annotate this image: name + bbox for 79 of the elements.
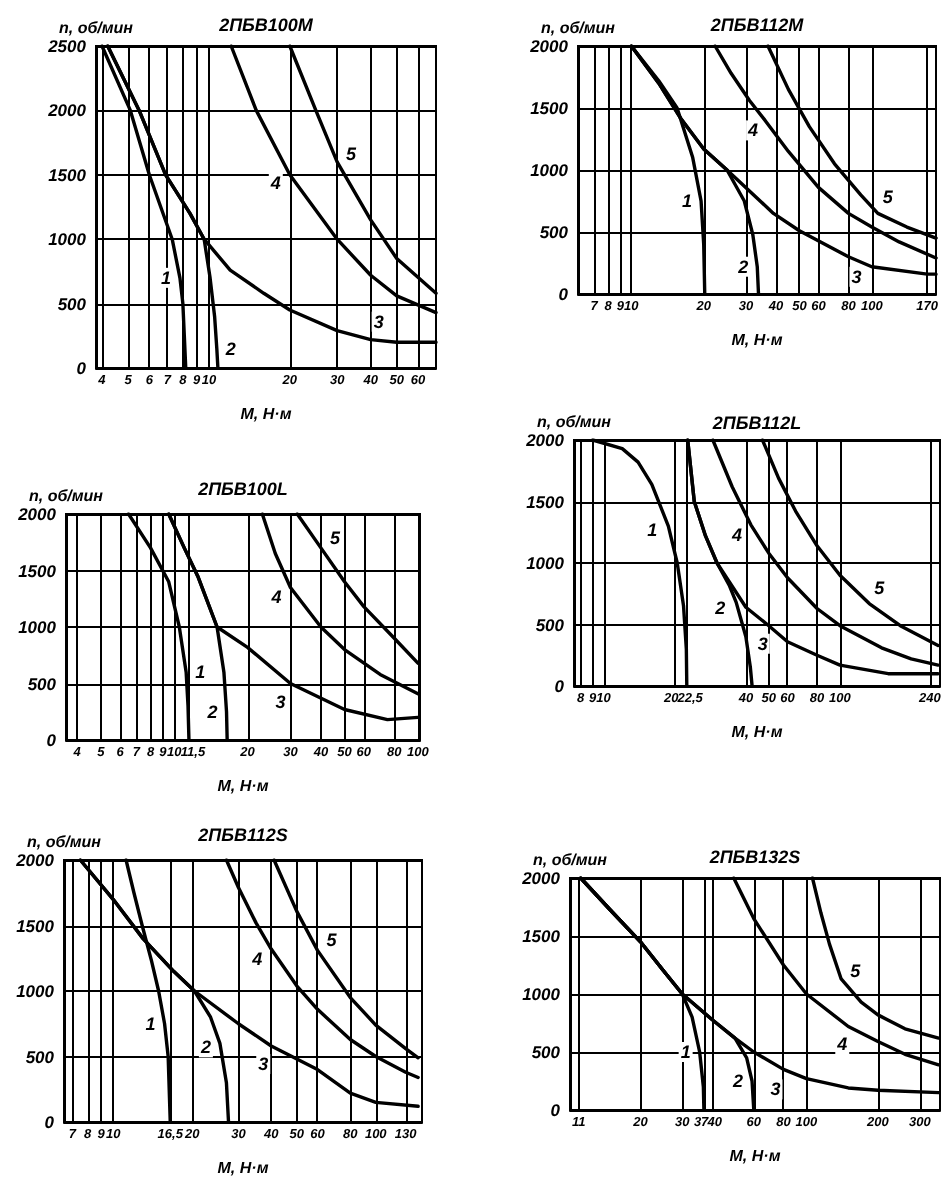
y-axis-title: n, об/мин bbox=[28, 487, 104, 505]
y-tick-label: 1000 bbox=[530, 160, 569, 180]
series-label: 1 bbox=[682, 191, 693, 211]
y-tick-label: 1500 bbox=[522, 926, 561, 946]
y-tick-label: 1500 bbox=[526, 491, 565, 512]
y-tick-label: 2000 bbox=[14, 850, 55, 870]
x-axis-title: M, Н·м bbox=[729, 1147, 781, 1165]
y-axis-title: n, об/мин bbox=[532, 851, 608, 869]
y-tick-label: 2000 bbox=[46, 100, 87, 121]
chart-title: 2ПБВ112S bbox=[196, 825, 288, 845]
chart-title: 2ПБВ100L bbox=[196, 479, 288, 499]
series-label: 4 bbox=[835, 1034, 848, 1055]
y-tick-label: 0 bbox=[76, 358, 87, 378]
series-label: 3 bbox=[275, 691, 286, 712]
y-axis-title: n, об/мин bbox=[58, 19, 134, 37]
series-label: 5 bbox=[346, 143, 359, 164]
chart-title: 2ПБВ132S bbox=[707, 847, 801, 867]
series-label: 5 bbox=[329, 527, 342, 548]
series-label: 4 bbox=[269, 587, 282, 608]
series-label: 3 bbox=[258, 1054, 269, 1075]
x-axis-title: M, Н·м bbox=[240, 405, 292, 423]
y-tick-label: 0 bbox=[550, 1100, 561, 1120]
y-tick-label: 1500 bbox=[530, 98, 569, 118]
series-label: 4 bbox=[268, 172, 281, 193]
y-tick-label: 500 bbox=[535, 614, 565, 635]
chart-title: 2ПБВ112М bbox=[708, 15, 805, 35]
series-label: 1 bbox=[195, 662, 206, 683]
y-tick-label: 1000 bbox=[522, 984, 561, 1004]
y-tick-label: 0 bbox=[44, 1112, 55, 1132]
series-label: 1 bbox=[647, 520, 658, 541]
y-tick-label: 1500 bbox=[18, 560, 57, 581]
series-label: 1 bbox=[160, 267, 171, 288]
y-tick-label: 0 bbox=[46, 730, 57, 750]
chart-title: 2ПБВ112L bbox=[710, 413, 802, 433]
x-axis-title: M, Н·м bbox=[217, 777, 269, 795]
y-tick-label: 0 bbox=[558, 284, 569, 304]
y-tick-label: 500 bbox=[27, 673, 57, 694]
series-label: 4 bbox=[250, 949, 263, 970]
y-axis-title: n, об/мин bbox=[536, 413, 612, 431]
y-tick-label: 2000 bbox=[524, 430, 565, 450]
y-tick-label: 2000 bbox=[528, 36, 569, 56]
y-tick-label: 2500 bbox=[46, 36, 87, 56]
y-tick-label: 1000 bbox=[16, 981, 55, 1001]
y-tick-label: 1000 bbox=[526, 553, 565, 573]
y-tick-label: 500 bbox=[531, 1042, 561, 1062]
y-tick-label: 2000 bbox=[16, 504, 57, 524]
y-tick-label: 1000 bbox=[18, 617, 57, 637]
series-label: 2 bbox=[205, 701, 218, 722]
series-label: 3 bbox=[373, 311, 384, 332]
series-label: 1 bbox=[145, 1013, 156, 1034]
y-axis-title: n, об/мин bbox=[26, 833, 102, 851]
x-axis-title: M, Н·м bbox=[731, 723, 783, 741]
series-label: 2 bbox=[223, 338, 236, 359]
x-axis-title: M, Н·м bbox=[731, 331, 783, 349]
y-tick-label: 2000 bbox=[520, 868, 561, 888]
series-label: 2 bbox=[736, 256, 749, 277]
y-tick-label: 500 bbox=[25, 1046, 55, 1067]
series-label: 3 bbox=[851, 266, 862, 287]
series-label: 4 bbox=[746, 120, 759, 141]
y-tick-label: 1500 bbox=[16, 915, 55, 936]
series-label: 5 bbox=[874, 577, 887, 598]
y-tick-label: 500 bbox=[57, 293, 87, 314]
series-label: 5 bbox=[326, 930, 339, 951]
series-label: 4 bbox=[729, 524, 742, 545]
series-label: 2 bbox=[713, 598, 726, 619]
series-label: 5 bbox=[850, 960, 863, 981]
series-label: 1 bbox=[680, 1042, 691, 1062]
y-tick-label: 1500 bbox=[48, 164, 87, 185]
y-tick-label: 0 bbox=[554, 676, 565, 696]
series-label: 2 bbox=[731, 1071, 744, 1091]
series-label: 3 bbox=[770, 1079, 781, 1100]
y-tick-label: 1000 bbox=[48, 229, 87, 250]
chart-title: 2ПБВ100М bbox=[217, 15, 314, 35]
y-tick-label: 500 bbox=[539, 222, 569, 242]
series-label: 3 bbox=[757, 633, 768, 654]
series-label: 5 bbox=[882, 187, 895, 208]
y-axis-title: n, об/мин bbox=[540, 19, 616, 37]
series-label: 2 bbox=[198, 1037, 211, 1058]
x-axis-title: M, Н·м bbox=[217, 1159, 269, 1177]
